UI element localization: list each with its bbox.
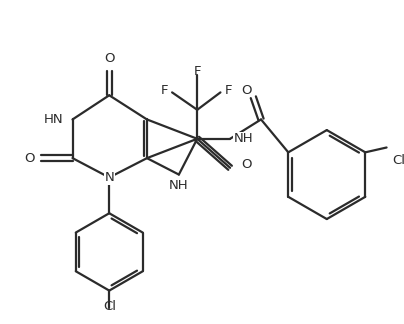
Text: O: O — [242, 158, 252, 171]
Text: NH: NH — [234, 132, 254, 145]
Text: O: O — [104, 52, 114, 65]
Text: O: O — [24, 152, 34, 165]
Text: HN: HN — [44, 113, 64, 126]
Text: N: N — [104, 171, 114, 184]
Text: NH: NH — [169, 179, 189, 192]
Text: F: F — [161, 84, 168, 97]
Text: Cl: Cl — [103, 300, 116, 313]
Text: F: F — [224, 84, 232, 97]
Text: O: O — [241, 84, 252, 97]
Text: Cl: Cl — [392, 154, 404, 167]
Text: F: F — [194, 64, 201, 78]
